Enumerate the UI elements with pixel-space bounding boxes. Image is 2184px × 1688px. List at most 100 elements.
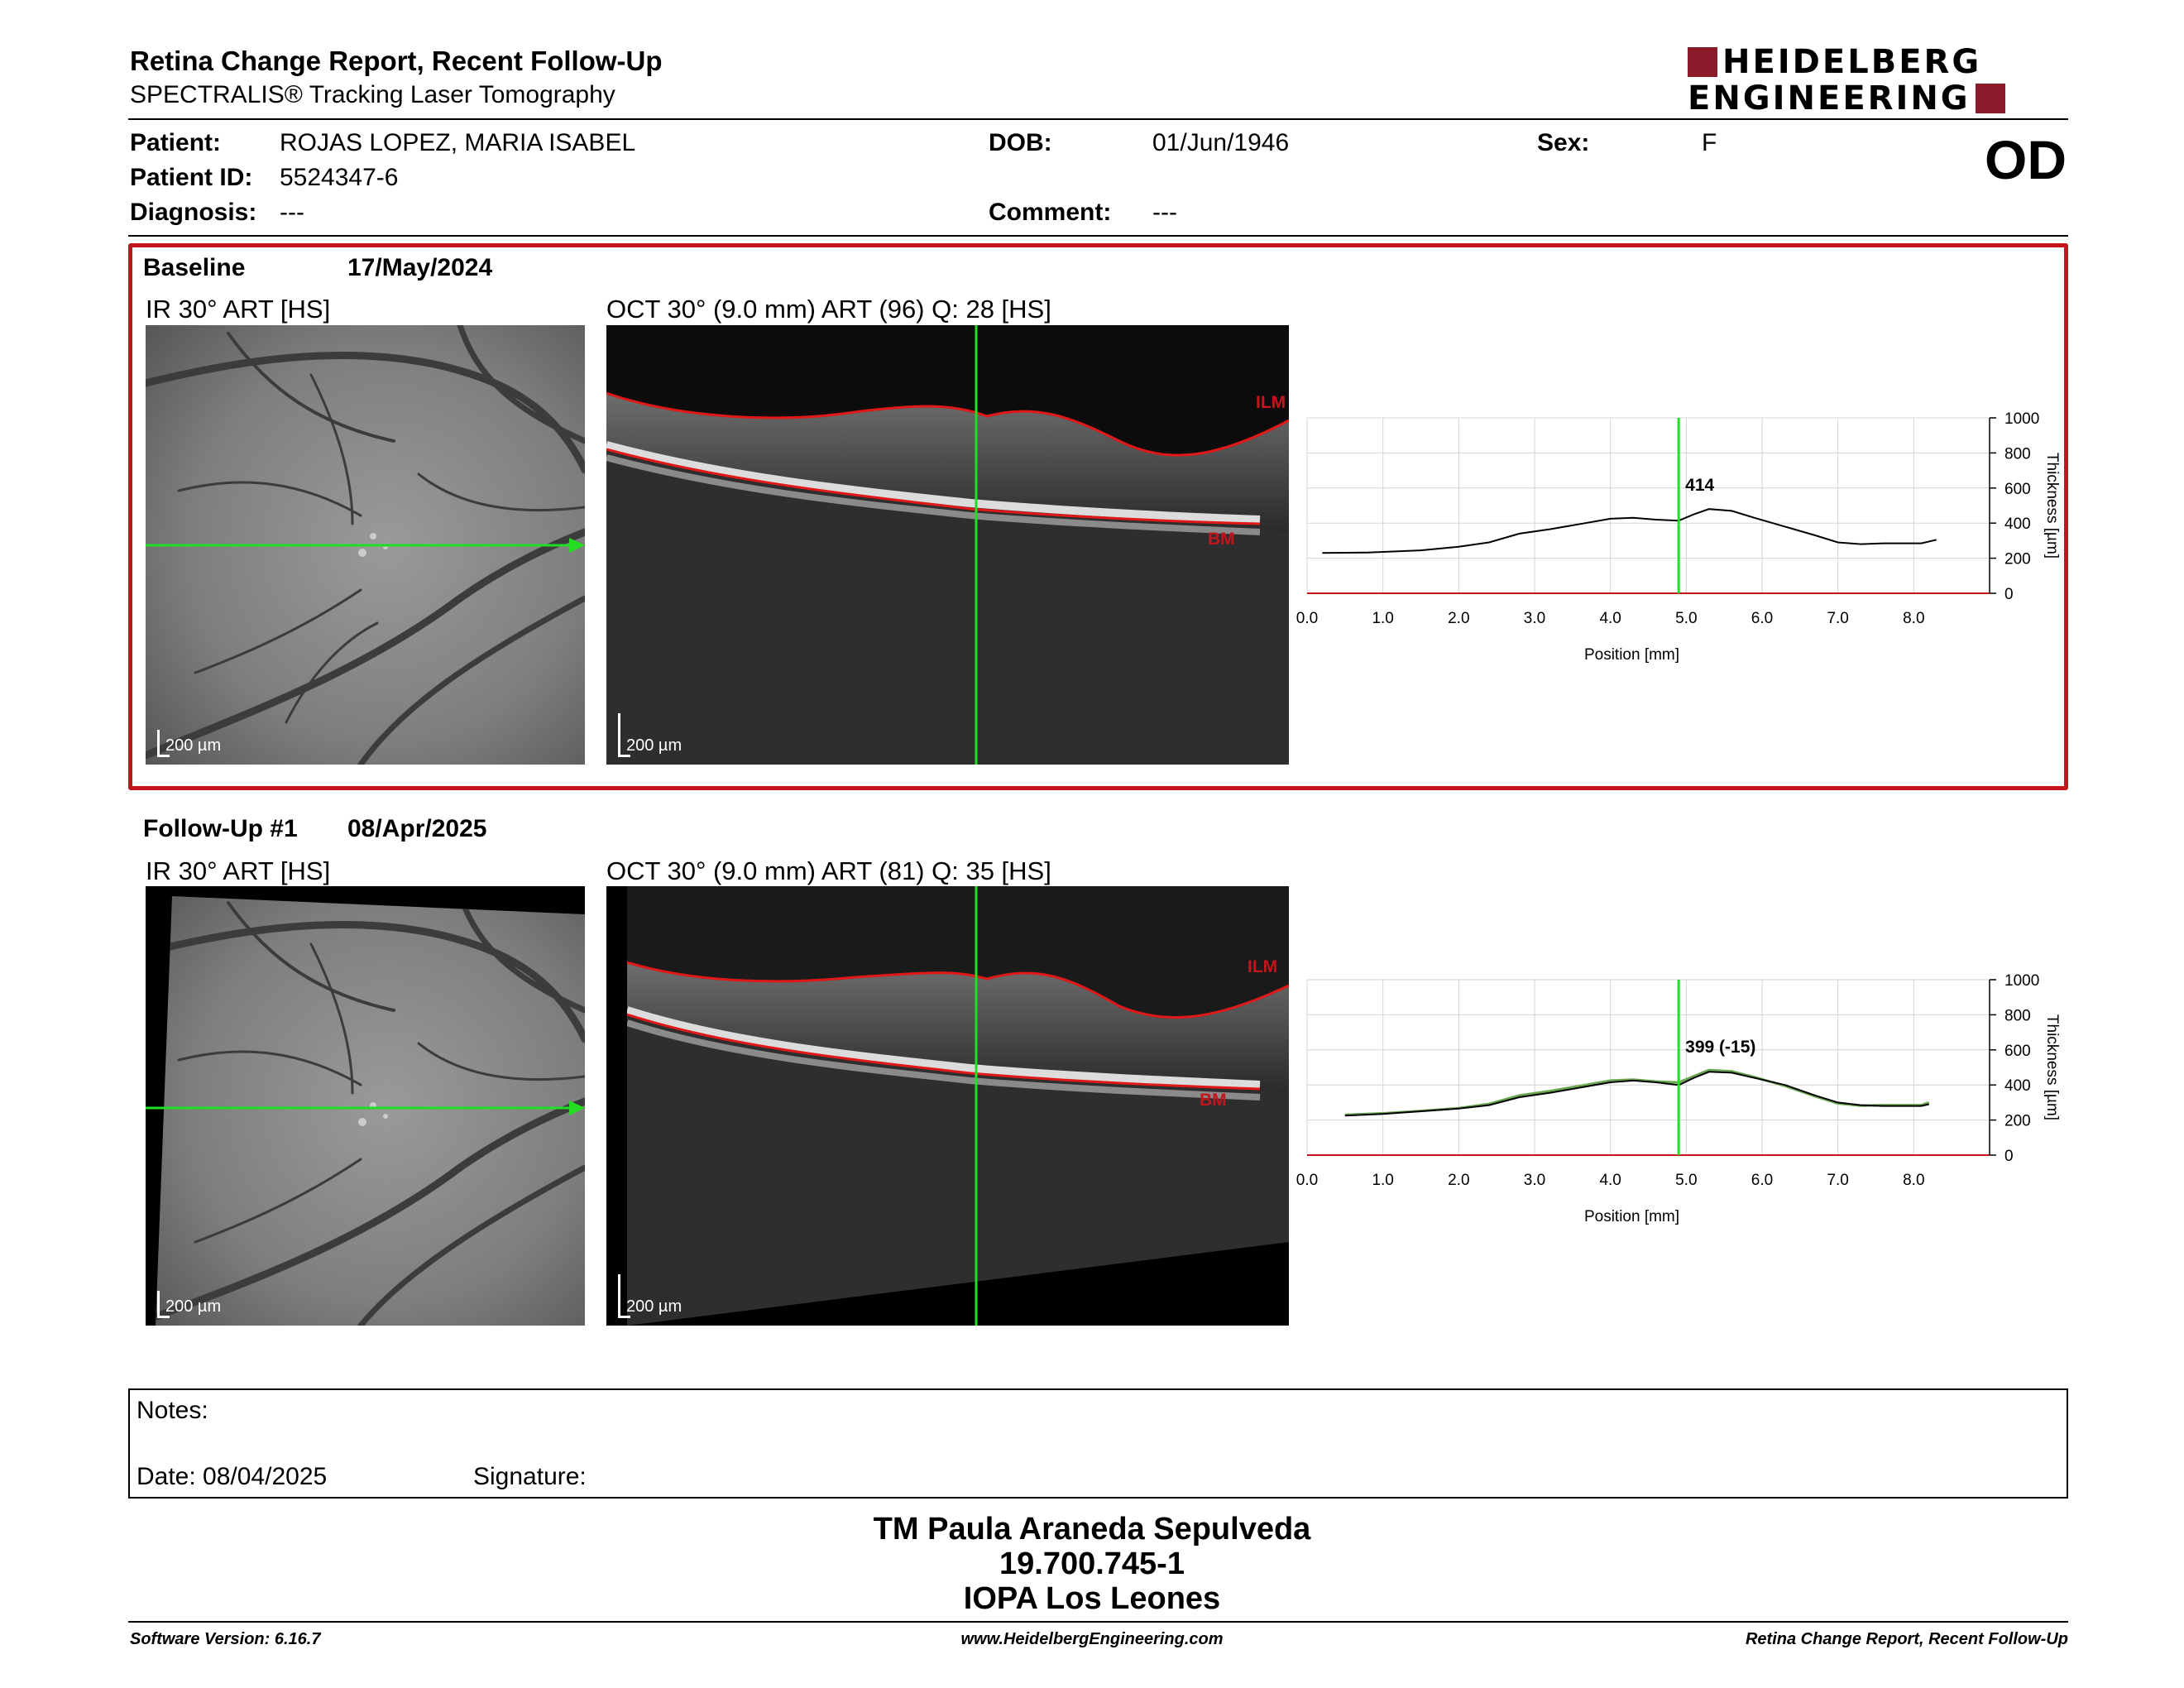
x-tick-label: 4.0 [1599,1172,1621,1189]
sex-label: Sex: [1537,129,1590,156]
baseline-ir-title: IR 30° ART [HS] [146,295,331,324]
x-tick-label: 8.0 [1903,610,1924,627]
footer-divider [128,1621,2068,1623]
x-tick-label: 0.0 [1296,1172,1318,1189]
baseline-oct-bscan-image: ILM BM 200 µm [606,325,1289,765]
x-axis-title: Position [mm] [1584,646,1679,664]
logo-line1: HEIDELBERG [1722,43,1982,81]
followup-bm-label: BM [1200,1091,1227,1110]
y-tick-label: 600 [2004,481,2031,498]
heidelberg-logo: HEIDELBERG ENGINEERING [1688,46,2068,116]
x-tick-label: 1.0 [1372,1172,1393,1189]
y-tick-label: 0 [2004,586,2014,603]
y-tick-label: 200 [2004,1113,2031,1130]
thickness-series-line [1322,508,1937,554]
patient-label: Patient: [130,129,222,156]
footer-report-name: Retina Change Report, Recent Follow-Up [1745,1630,2068,1648]
x-tick-label: 3.0 [1524,1172,1545,1189]
thickness-series-line [1344,1071,1929,1117]
x-tick-label: 2.0 [1448,1172,1469,1189]
sex-value: F [1702,129,1717,156]
signatory-place: IOPA Los Leones [963,1581,1221,1616]
plot-area [1306,417,1990,594]
x-tick-label: 8.0 [1903,1172,1924,1189]
y-tick-label: 600 [2004,1043,2031,1060]
baseline-bm-label: BM [1208,530,1235,549]
y-tick-label: 800 [2004,445,2031,463]
signatory-rut: 19.700.745-1 [999,1547,1185,1581]
followup-oct-title: OCT 30° (9.0 mm) ART (81) Q: 35 [HS] [606,856,1051,885]
y-tick-label: 200 [2004,551,2031,568]
report-subtitle: SPECTRALIS® Tracking Laser Tomography [130,81,615,108]
baseline-ir-scale-bar: 200 µm [157,730,256,757]
y-axis-title: Thickness [µm] [2043,1014,2061,1120]
report-title: Retina Change Report, Recent Follow-Up [130,46,663,76]
y-tick-label: 800 [2004,1007,2031,1024]
y-tick-label: 1000 [2004,972,2039,990]
x-tick-label: 7.0 [1827,1172,1848,1189]
followup-ir-title: IR 30° ART [HS] [146,856,331,885]
software-version: Software Version: 6.16.7 [130,1630,321,1648]
x-tick-label: 0.0 [1296,610,1318,627]
dob-label: DOB: [989,129,1052,156]
cursor-value-label: 399 (-15) [1685,1038,1755,1057]
baseline-date: 17/May/2024 [347,254,493,281]
logo-square-icon [1975,84,2005,113]
patient-divider [128,235,2068,237]
patient-id-value: 5524347-6 [280,164,399,191]
diagnosis-label: Diagnosis: [130,199,257,226]
baseline-thickness-chart: 0.0 1.0 2.0 3.0 4.0 5.0 6.0 7.0 8.0 0 200 400 600 800… [1296,410,2061,664]
x-tick-label: 3.0 [1524,610,1545,627]
y-tick-label: 1000 [2004,410,2039,428]
followup-oct-bscan-image: ILM BM 200 µm [606,886,1289,1326]
eye-indicator: OD [1985,129,2067,190]
x-axis-title: Position [mm] [1584,1208,1679,1225]
followup-ir-fundus-image: 200 µm [146,886,585,1326]
x-tick-label: 5.0 [1675,1172,1697,1189]
x-tick-label: 2.0 [1448,610,1469,627]
plot-area [1306,979,1990,1156]
comment-label: Comment: [989,199,1112,226]
signature-label: Signature: [473,1463,587,1490]
x-tick-label: 4.0 [1599,610,1621,627]
notes-label: Notes: [136,1397,208,1424]
followup-oct-scale-bar: 200 µm [618,1274,717,1318]
notes-date: Date: 08/04/2025 [136,1463,328,1490]
comment-value: --- [1152,199,1177,226]
header-divider [128,118,2068,120]
scale-label: 200 µm [626,1297,682,1316]
y-tick-label: 400 [2004,516,2031,533]
scale-label: 200 µm [165,736,222,755]
signatory-name: TM Paula Araneda Sepulveda [873,1512,1311,1547]
cursor-value-label: 414 [1685,476,1714,495]
followup-ir-scale-bar: 200 µm [157,1291,256,1318]
patient-id-label: Patient ID: [130,164,253,191]
baseline-oct-title: OCT 30° (9.0 mm) ART (96) Q: 28 [HS] [606,295,1051,324]
dob-value: 01/Jun/1946 [1152,129,1290,156]
followup-date: 08/Apr/2025 [347,815,487,842]
x-tick-label: 5.0 [1675,610,1697,627]
x-tick-label: 6.0 [1751,610,1773,627]
patient-value: ROJAS LOPEZ, MARIA ISABEL [280,129,636,156]
followup-label: Follow-Up #1 [143,815,298,842]
followup-thickness-chart: 0.0 1.0 2.0 3.0 4.0 5.0 6.0 7.0 8.0 0 200 400 600 800… [1296,972,2061,1225]
y-tick-label: 400 [2004,1077,2031,1095]
followup-ilm-label: ILM [1248,957,1277,976]
x-tick-label: 1.0 [1372,610,1393,627]
logo-line2: ENGINEERING [1688,79,1971,117]
notes-box: Notes: Date: 08/04/2025 Signature: [128,1388,2068,1499]
baseline-label: Baseline [143,254,246,281]
baseline-ilm-label: ILM [1256,393,1286,412]
scale-label: 200 µm [165,1297,222,1316]
logo-square-icon [1688,47,1717,77]
baseline-section-frame [128,243,2068,790]
y-axis-title: Thickness [µm] [2043,453,2061,559]
scale-label: 200 µm [626,736,682,755]
x-tick-label: 6.0 [1751,1172,1773,1189]
x-tick-label: 7.0 [1827,610,1848,627]
baseline-ir-fundus-image: 200 µm [146,325,585,765]
baseline-oct-scale-bar: 200 µm [618,713,717,757]
website-link[interactable]: www.HeidelbergEngineering.com [960,1630,1224,1648]
diagnosis-value: --- [280,199,304,226]
y-tick-label: 0 [2004,1148,2014,1165]
